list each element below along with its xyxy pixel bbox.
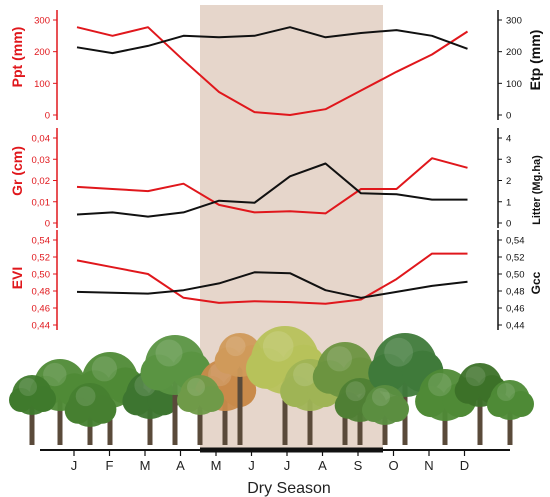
x-tick-label: M <box>140 458 151 473</box>
left-tick-label: 0,48 <box>32 287 51 298</box>
x-tick-label: O <box>388 458 398 473</box>
left-tick-label: 0,02 <box>32 176 51 187</box>
left-axis-label: Gr (cm) <box>9 146 25 196</box>
x-tick-label: J <box>248 458 255 473</box>
x-tick-label: S <box>354 458 363 473</box>
right-axis-label: Litter (Mg.ha) <box>531 155 543 225</box>
right-tick-label: 200 <box>506 47 522 58</box>
left-tick-label: 200 <box>34 47 50 58</box>
panel-2: 0 0,01 0,02 0,03 0,04 0 1 2 3 4 Gr (cm) Litter (Mg.… <box>9 128 543 230</box>
right-tick-label: 2 <box>506 176 511 187</box>
left-tick-label: 0,52 <box>32 253 51 264</box>
x-tick-label: N <box>424 458 433 473</box>
tree <box>454 363 507 445</box>
left-tick-label: 0,46 <box>32 304 51 315</box>
panel-3: 0,44 0,46 0,48 0,50 0,52 0,54 0,44 0,46 0,48 0,50… <box>9 230 543 332</box>
x-tick-label: D <box>460 458 469 473</box>
left-axis-label: Ppt (mm) <box>9 27 25 88</box>
series-line-red <box>76 26 469 116</box>
right-tick-label: 0 <box>506 111 511 122</box>
right-axis-label: Gcc <box>529 271 543 294</box>
left-tick-label: 100 <box>34 79 50 90</box>
right-tick-label: 0,52 <box>506 253 525 264</box>
left-tick-label: 0,44 <box>32 321 51 332</box>
x-tick-label: F <box>106 458 114 473</box>
left-tick-label: 0 <box>45 111 50 122</box>
left-tick-label: 0 <box>45 219 50 230</box>
left-tick-label: 0,50 <box>32 270 51 281</box>
tree <box>362 385 409 445</box>
tree <box>280 359 342 445</box>
series-line-red <box>76 252 468 305</box>
x-axis-label: Dry Season <box>247 480 331 497</box>
right-tick-label: 0 <box>506 219 511 230</box>
left-tick-label: 300 <box>34 16 50 27</box>
series-line-red <box>76 157 468 215</box>
series-line-black <box>76 162 468 218</box>
left-axis-label: EVI <box>9 267 25 290</box>
right-tick-label: 0,46 <box>506 304 525 315</box>
tree-illustration <box>9 326 534 445</box>
series-line-black <box>76 271 468 299</box>
tree <box>177 375 224 445</box>
x-tick-label: J <box>71 458 78 473</box>
left-tick-label: 0,54 <box>32 236 51 247</box>
left-tick-label: 0,04 <box>32 134 51 145</box>
left-tick-label: 0,01 <box>32 197 51 208</box>
tree <box>64 383 117 445</box>
right-tick-label: 3 <box>506 155 511 166</box>
right-axis-label: Etp (mm) <box>527 30 543 91</box>
x-tick-label: M <box>211 458 222 473</box>
x-tick-label: A <box>318 458 327 473</box>
x-tick-label: A <box>176 458 185 473</box>
left-tick-label: 0,03 <box>32 155 51 166</box>
tree <box>9 375 56 445</box>
right-tick-label: 0,54 <box>506 236 525 247</box>
tree <box>487 380 534 445</box>
series-line-black <box>76 26 468 55</box>
panel-1: 0 100 200 300 0 100 200 300 Ppt (mm) Etp (mm) <box>9 10 543 122</box>
right-tick-label: 4 <box>506 134 511 145</box>
right-tick-label: 100 <box>506 79 522 90</box>
x-tick-label: J <box>284 458 291 473</box>
right-tick-label: 0,50 <box>506 270 525 281</box>
right-tick-label: 300 <box>506 16 522 27</box>
right-tick-label: 0,44 <box>506 321 525 332</box>
right-tick-label: 1 <box>506 197 511 208</box>
right-tick-label: 0,48 <box>506 287 525 298</box>
